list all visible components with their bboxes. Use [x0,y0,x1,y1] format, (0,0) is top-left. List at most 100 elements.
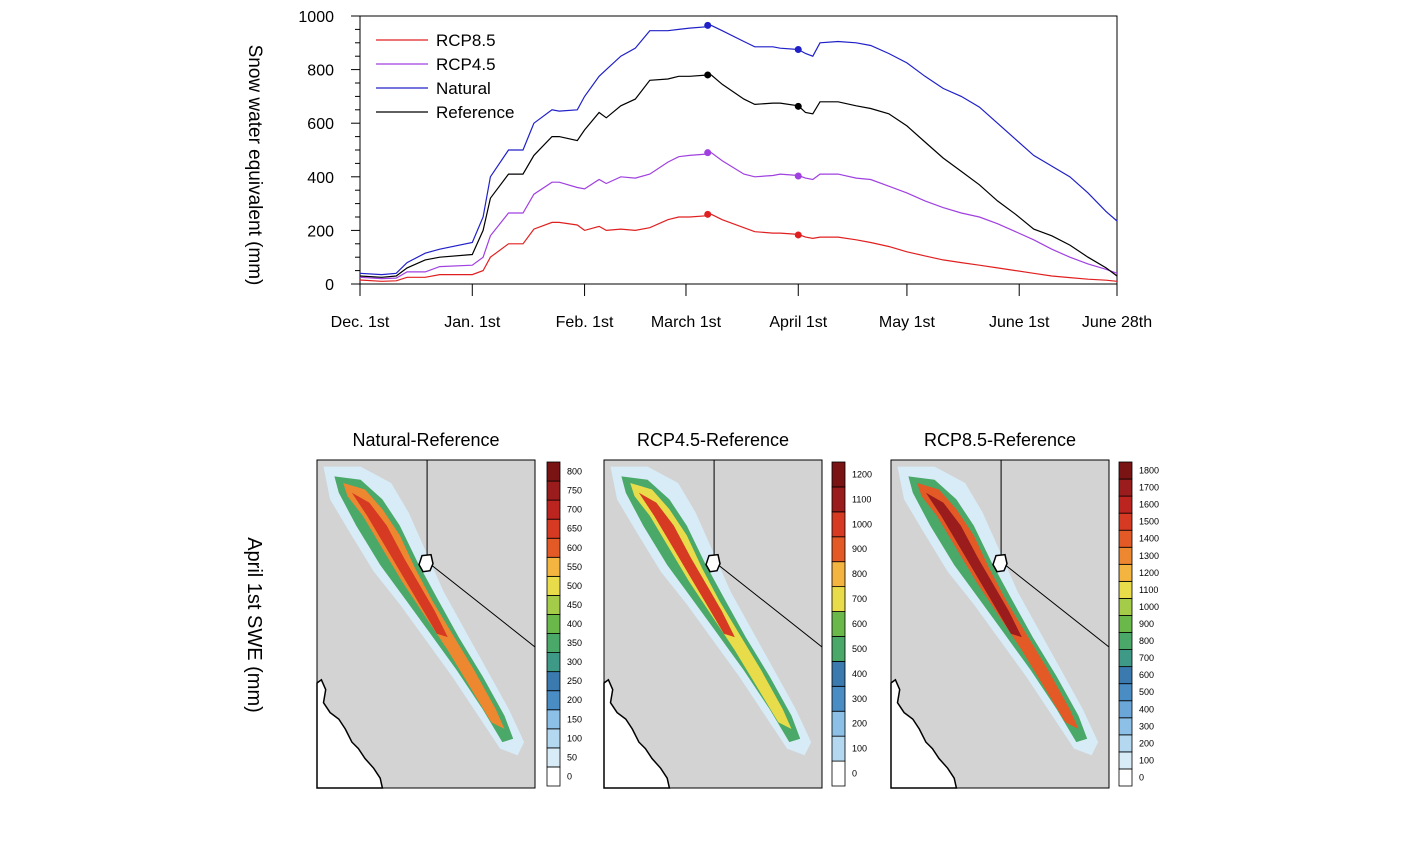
y-tick-label: 800 [307,63,334,80]
x-axis: Dec. 1st Jan. 1st Feb. 1st March 1st April 1… [331,284,1152,331]
lake-tahoe [992,553,1008,573]
colorbar-tick-label: 150 [567,714,582,724]
series-marker [704,21,712,29]
colorbar-tick-label: 300 [1139,721,1154,731]
colorbar-tick-label: 1800 [1139,466,1159,476]
x-tick-label: April 1st [769,314,827,331]
series-marker [794,102,802,110]
series-line-rcp4-5 [359,152,1118,280]
colorbar-tick-label: 0 [1139,772,1144,782]
colorbar-cell [546,537,561,558]
colorbar-tick-label: 1400 [1139,534,1159,544]
colorbar-cell [546,480,561,501]
series-line-natural [359,24,1118,276]
colorbar-tick-label: 500 [1139,687,1154,697]
series-line-rcp8-5 [359,213,1118,282]
colorbar-cell [546,575,561,596]
legend-label: RCP8.5 [436,31,496,50]
colorbar-tick-label: 200 [567,695,582,705]
colorbar-cell [1118,683,1133,702]
y-tick-label: 600 [307,116,334,133]
ocean-coastline [603,678,671,789]
lake-tahoe [705,553,721,573]
colorbar-cell [831,511,846,538]
colorbar-cell [1118,751,1133,770]
colorbar-cell [1118,461,1133,480]
colorbar-cell [546,556,561,577]
colorbar-tick-label: 1600 [1139,500,1159,510]
colorbar-tick-label: 1100 [852,494,871,504]
colorbar-cell [831,536,846,563]
colorbar-cell [1118,546,1133,565]
colorbar-cell [546,461,561,482]
map-panel: RCP4.5-Reference 0 100 200 300 400 500 600 700 80… [603,430,872,789]
ocean-coastline [316,678,384,789]
colorbar-cell [1118,495,1133,514]
lake-tahoe [418,553,434,573]
y-tick-label: 1000 [298,9,334,26]
colorbar-cell [546,652,561,673]
legend-label: Natural [436,79,491,98]
map-panel: RCP8.5-Reference 0 100 200 300 400 500 600 700 80… [890,430,1159,789]
colorbar-tick-label: 600 [852,619,867,629]
colorbar-cell [831,561,846,588]
map-panel-title: RCP4.5-Reference [637,430,789,450]
colorbar-tick-label: 800 [567,467,582,477]
colorbar-cell [831,611,846,637]
colorbar-tick-label: 800 [1139,636,1154,646]
colorbar-tick-label: 200 [1139,738,1154,748]
colorbar-tick-label: 1700 [1139,483,1159,493]
x-tick-label: Dec. 1st [331,314,390,331]
colorbar-cell [546,595,561,615]
colorbar-tick-label: 450 [567,600,582,610]
colorbar-tick-label: 350 [567,638,582,648]
colorbar-tick-label: 700 [567,505,582,515]
colorbar-tick-label: 650 [567,524,582,534]
colorbar-cell [1118,478,1133,497]
y-tick-label: 0 [325,277,334,294]
colorbar: 0 100 200 300 400 500 600 700 800 900 1000 1100 1200… [1118,461,1159,787]
colorbar-cell [546,728,561,749]
map-panel-title: Natural-Reference [352,430,499,450]
colorbar-cell [1118,649,1133,668]
y-tick-label: 200 [307,223,334,240]
colorbar-cell [1118,666,1133,685]
colorbar-cell [831,486,846,513]
colorbar-tick-label: 500 [852,644,867,654]
colorbar-cell [546,690,561,711]
colorbar-tick-label: 900 [852,544,867,554]
map-frame [890,459,1110,789]
colorbar-tick-label: 700 [852,594,867,604]
colorbar-cell [546,499,561,520]
colorbar-cell [831,685,846,712]
colorbar-cell [831,710,846,737]
colorbar-cell [1118,768,1133,787]
colorbar-tick-label: 1200 [852,469,872,479]
series-marker [704,149,712,157]
colorbar-cell [1118,529,1133,548]
swe-band-peak [351,492,448,638]
colorbar-cell [546,614,561,634]
series-lines [359,24,1118,282]
colorbar: 0 100 200 300 400 500 600 700 800 900 1000 1100 1200 [831,461,872,787]
colorbar-cell [1118,563,1133,582]
ocean-coastline [890,678,958,789]
x-tick-label: Feb. 1st [556,314,614,331]
colorbar: 0 50 100 150 200 250 300 350 400 450 500 550 600 650 7… [546,461,582,787]
series-markers [704,21,802,239]
x-tick-label: June 28th [1082,314,1152,331]
colorbar-tick-label: 0 [567,771,572,781]
map-panel: Natural-Reference 0 50 100 150 200 250 300 350 40… [316,430,582,789]
colorbar-tick-label: 750 [567,486,582,496]
colorbar-cell [831,660,846,687]
series-marker [794,46,802,53]
colorbar-tick-label: 50 [567,752,577,762]
colorbar-cell [1118,700,1133,719]
x-tick-label: March 1st [651,314,722,331]
colorbar-cell [831,735,846,762]
colorbar-tick-label: 1100 [1139,585,1158,595]
colorbar-cell [831,636,846,662]
series-marker [794,172,802,180]
colorbar-cell [831,586,846,612]
map-frame [316,459,536,789]
